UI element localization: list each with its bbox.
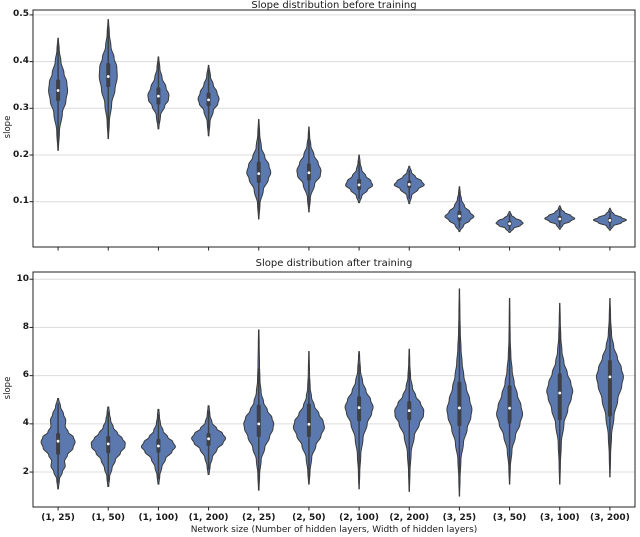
- xtick-label: (1, 25): [41, 513, 75, 523]
- ytick-label: 0.4: [13, 56, 29, 67]
- median-dot-(3, 25): [458, 214, 461, 218]
- xtick-label: (2, 200): [389, 513, 430, 523]
- iqr-box-(3, 200): [607, 359, 612, 417]
- median-dot-(3, 25): [458, 406, 461, 410]
- median-dot-(1, 50): [106, 75, 110, 78]
- ytick-label: 4: [22, 418, 29, 429]
- chart-title-after: Slope distribution after training: [255, 258, 413, 269]
- xtick-label: (2, 50): [292, 513, 326, 523]
- iqr-box-(3, 50): [507, 385, 512, 424]
- xtick-label: (3, 50): [492, 513, 527, 523]
- axes-spines: [32, 271, 636, 508]
- xtick-label: (2, 100): [339, 513, 379, 523]
- median-dot-(2, 25): [257, 172, 261, 176]
- median-dot-(3, 100): [558, 217, 562, 221]
- iqr-box-(2, 50): [306, 403, 311, 438]
- median-dot-(2, 25): [257, 422, 261, 426]
- x-axis-label: Network size (Number of hidden layers, W…: [190, 525, 478, 535]
- ytick-label: 0.3: [13, 102, 29, 113]
- median-dot-(3, 50): [508, 406, 511, 410]
- xtick-label: (1, 50): [91, 513, 126, 523]
- median-dot-(3, 200): [608, 375, 612, 379]
- y-axis-label-before: slope: [3, 115, 13, 139]
- xtick-label: (3, 200): [589, 513, 630, 523]
- median-dot-(1, 100): [157, 444, 160, 448]
- axes-spines: [32, 9, 636, 248]
- median-dot-(2, 200): [407, 409, 411, 412]
- iqr-box-(1, 50): [106, 63, 111, 88]
- median-dot-(3, 200): [608, 218, 612, 222]
- iqr-box-(1, 25): [56, 433, 61, 455]
- median-dot-(2, 100): [357, 406, 361, 410]
- ytick-label: 8: [22, 321, 29, 332]
- median-dot-(3, 100): [558, 391, 562, 395]
- iqr-box-(2, 25): [256, 161, 261, 184]
- xtick-label: (2, 25): [241, 513, 276, 523]
- median-dot-(1, 25): [56, 439, 60, 443]
- median-dot-(2, 100): [357, 183, 361, 187]
- xtick-label: (3, 100): [539, 513, 580, 523]
- median-dot-(1, 50): [106, 442, 110, 446]
- ytick-label: 0.5: [13, 9, 29, 20]
- median-dot-(1, 25): [56, 89, 60, 92]
- ytick-label: 6: [22, 370, 29, 381]
- chart-title-before: Slope distribution before training: [251, 0, 417, 11]
- median-dot-(1, 200): [207, 98, 210, 102]
- xtick-label: (3, 25): [442, 513, 477, 523]
- iqr-box-(2, 25): [256, 404, 261, 438]
- xtick-label: (1, 200): [188, 513, 229, 523]
- iqr-box-(3, 100): [557, 373, 562, 421]
- ytick-label: 0.1: [13, 196, 29, 207]
- ytick-label: 10: [16, 273, 29, 284]
- median-dot-(3, 50): [508, 222, 511, 226]
- median-dot-(2, 200): [407, 183, 411, 186]
- median-dot-(1, 100): [157, 94, 160, 98]
- ytick-label: 0.2: [13, 149, 29, 160]
- ytick-label: 2: [22, 466, 29, 477]
- median-dot-(2, 50): [307, 171, 311, 175]
- xtick-label: (1, 100): [138, 513, 179, 523]
- median-dot-(1, 200): [207, 437, 210, 441]
- median-dot-(2, 50): [307, 422, 311, 426]
- iqr-box-(3, 25): [457, 381, 462, 427]
